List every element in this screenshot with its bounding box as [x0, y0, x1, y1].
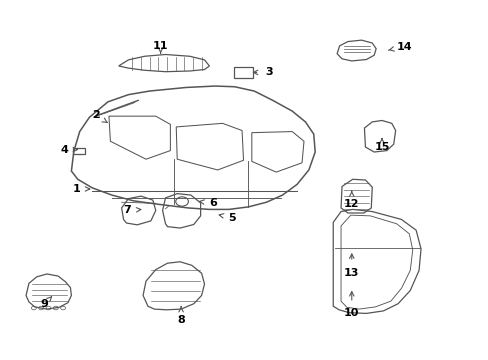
Text: 7: 7 — [123, 206, 141, 216]
Text: 4: 4 — [60, 144, 77, 154]
Text: 11: 11 — [153, 41, 168, 53]
Text: 12: 12 — [344, 191, 359, 210]
Bar — [233, 67, 253, 78]
Text: 14: 14 — [387, 42, 411, 51]
Text: 3: 3 — [253, 67, 272, 77]
Text: 8: 8 — [177, 306, 184, 325]
Text: 15: 15 — [373, 139, 389, 152]
Text: 13: 13 — [344, 254, 359, 278]
Text: 2: 2 — [92, 111, 107, 122]
Text: 10: 10 — [344, 292, 359, 318]
Text: 1: 1 — [72, 184, 89, 194]
Text: 6: 6 — [199, 198, 216, 208]
Text: 9: 9 — [41, 297, 52, 309]
Bar — [73, 148, 84, 154]
Text: 5: 5 — [219, 213, 236, 222]
